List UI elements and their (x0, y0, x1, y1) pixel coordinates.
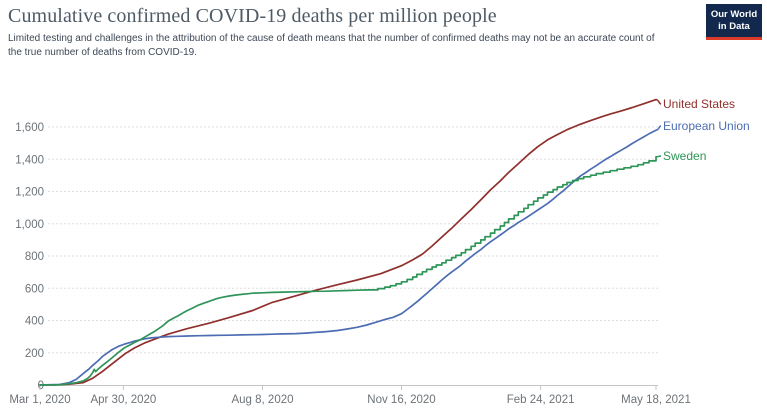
y-axis-label-800: 800 (25, 251, 44, 263)
legend-label-european-union[interactable]: European Union (663, 119, 750, 133)
y-axis-label-400: 400 (25, 316, 44, 328)
y-axis-label-1600: 1,600 (15, 122, 44, 134)
y-axis-label-1400: 1,400 (15, 154, 44, 166)
chart-header: Cumulative confirmed COVID-19 deaths per… (8, 4, 698, 59)
series-line-sweden (39, 155, 657, 386)
y-axis-label-200: 200 (25, 348, 44, 360)
x-axis-label: Mar 1, 2020 (9, 394, 70, 406)
x-axis-label: Nov 16, 2020 (367, 394, 435, 406)
chart-subtitle-line2: the true number of deaths from COVID-19. (8, 46, 197, 58)
y-axis-label-1000: 1,000 (15, 219, 44, 231)
owid-logo[interactable]: Our World in Data (706, 4, 762, 40)
legend-label-sweden[interactable]: Sweden (663, 149, 706, 163)
legend-label-united-states[interactable]: United States (663, 97, 735, 111)
legend-connector (655, 98, 662, 105)
x-axis-label: Aug 8, 2020 (231, 394, 293, 406)
legend-connector (655, 125, 662, 131)
y-axis-label-1200: 1,200 (15, 187, 44, 199)
x-axis-label: Feb 24, 2021 (507, 394, 575, 406)
series-line-european-union (39, 129, 657, 386)
owid-logo-line1: Our World (710, 9, 758, 21)
legend-connector (655, 155, 662, 158)
owid-logo-line2: in Data (718, 20, 750, 32)
y-axis-label-600: 600 (25, 283, 44, 295)
chart-subtitle: Limited testing and challenges in the at… (8, 32, 698, 59)
chart-subtitle-line1: Limited testing and challenges in the at… (8, 33, 655, 44)
x-axis-label: May 18, 2021 (621, 394, 691, 406)
x-axis-label: Apr 30, 2020 (90, 394, 156, 406)
page-title: Cumulative confirmed COVID-19 deaths per… (8, 5, 497, 27)
series-line-united-states (39, 98, 657, 386)
